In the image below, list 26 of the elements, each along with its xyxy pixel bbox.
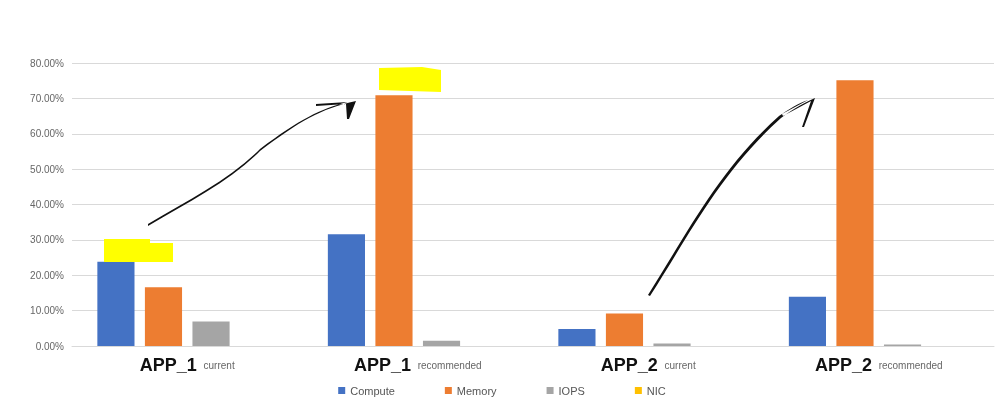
x-tick-label: APP_2 recommended [814, 355, 943, 375]
bar [192, 321, 230, 346]
bar [788, 296, 826, 346]
legend-label: Memory [456, 384, 498, 397]
y-tick-label: 40.00% [30, 199, 65, 210]
legend-label: NIC [646, 384, 666, 397]
y-tick-label: 80.00% [30, 57, 65, 69]
y-tick-label: 20.00% [30, 269, 65, 281]
x-tick-label: APP_1 recommended [353, 355, 482, 375]
x-tick-label: APP_1 current [139, 355, 235, 375]
bar [605, 313, 644, 346]
bar [422, 340, 461, 346]
y-tick-label: 50.00% [30, 163, 65, 175]
legend-label: Compute [350, 384, 395, 397]
y-tick-label: 30.00% [30, 234, 65, 246]
bar [144, 287, 183, 346]
bar [327, 234, 365, 346]
x-tick-label: APP_2 current [600, 355, 696, 375]
bar [558, 329, 596, 346]
y-tick-label: 60.00% [30, 128, 65, 140]
y-tick-label: 10.00% [30, 305, 65, 317]
y-tick-label: 0.00% [35, 340, 65, 352]
legend-label: IOPS [558, 384, 585, 397]
bar [375, 95, 413, 346]
bar [836, 80, 874, 346]
y-tick-label: 70.00% [30, 92, 65, 104]
